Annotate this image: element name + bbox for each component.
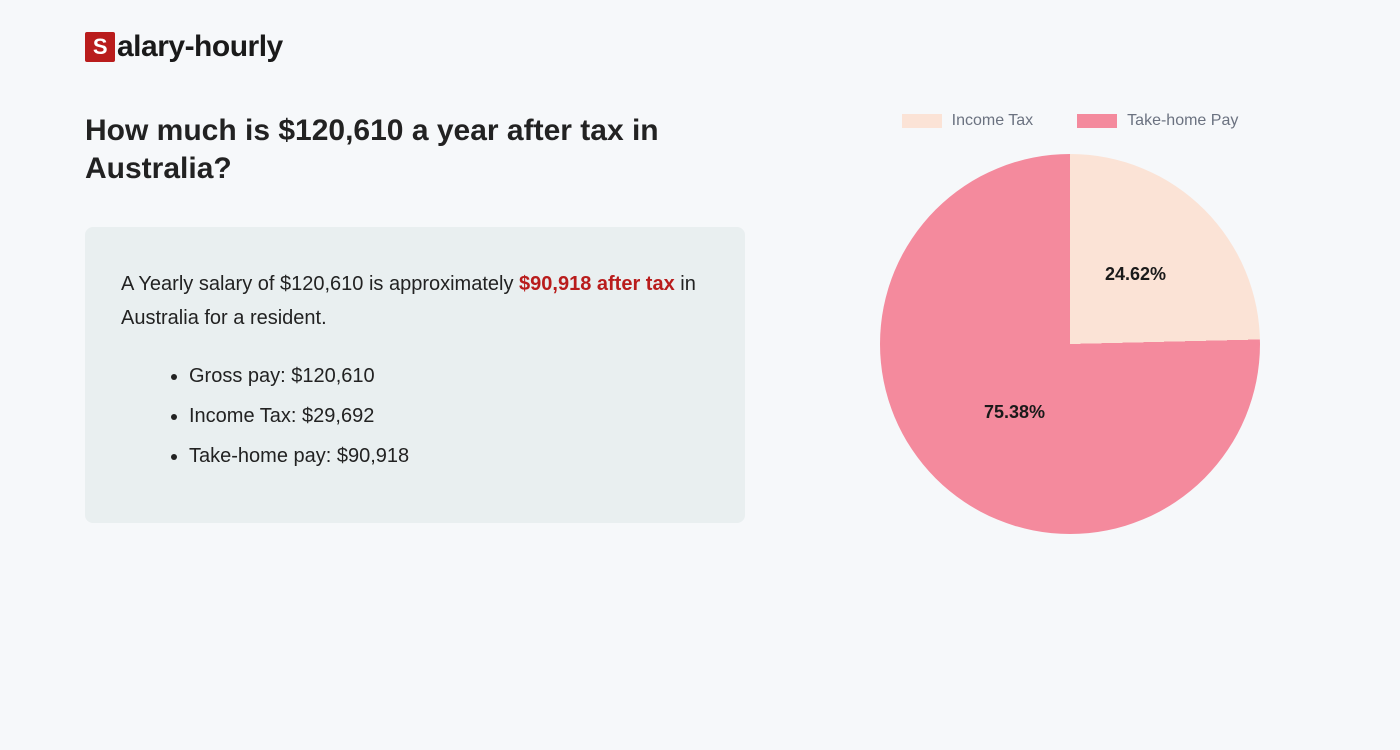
summary-bullets: Gross pay: $120,610 Income Tax: $29,692 … bbox=[121, 359, 709, 473]
bullet-gross: Gross pay: $120,610 bbox=[189, 359, 709, 393]
lead-prefix: A Yearly salary of $120,610 is approxima… bbox=[121, 273, 519, 295]
bullet-tax: Income Tax: $29,692 bbox=[189, 399, 709, 433]
main-content: How much is $120,610 a year after tax in… bbox=[85, 112, 1315, 534]
summary-lead: A Yearly salary of $120,610 is approxima… bbox=[121, 267, 709, 335]
logo-mark: S bbox=[85, 32, 115, 62]
summary-box: A Yearly salary of $120,610 is approxima… bbox=[85, 227, 745, 523]
left-column: How much is $120,610 a year after tax in… bbox=[85, 112, 745, 534]
bullet-takehome: Take-home pay: $90,918 bbox=[189, 439, 709, 473]
site-logo: S alary-hourly bbox=[85, 30, 1315, 64]
slice-label-income-tax: 24.62% bbox=[1105, 264, 1166, 285]
lead-highlight: $90,918 after tax bbox=[519, 273, 675, 295]
slice-label-takehome: 75.38% bbox=[984, 402, 1045, 423]
chart-legend: Income Tax Take-home Pay bbox=[902, 112, 1239, 130]
right-column: Income Tax Take-home Pay 24.62% 75.38% bbox=[825, 112, 1315, 534]
pie-chart: 24.62% 75.38% bbox=[880, 154, 1260, 534]
legend-label-takehome: Take-home Pay bbox=[1127, 112, 1238, 130]
page-title: How much is $120,610 a year after tax in… bbox=[85, 112, 745, 187]
legend-label-income-tax: Income Tax bbox=[952, 112, 1034, 130]
logo-text: alary-hourly bbox=[117, 30, 283, 64]
legend-swatch-takehome bbox=[1077, 114, 1117, 128]
legend-item-takehome: Take-home Pay bbox=[1077, 112, 1238, 130]
pie-graphic bbox=[880, 154, 1260, 534]
legend-swatch-income-tax bbox=[902, 114, 942, 128]
legend-item-income-tax: Income Tax bbox=[902, 112, 1034, 130]
